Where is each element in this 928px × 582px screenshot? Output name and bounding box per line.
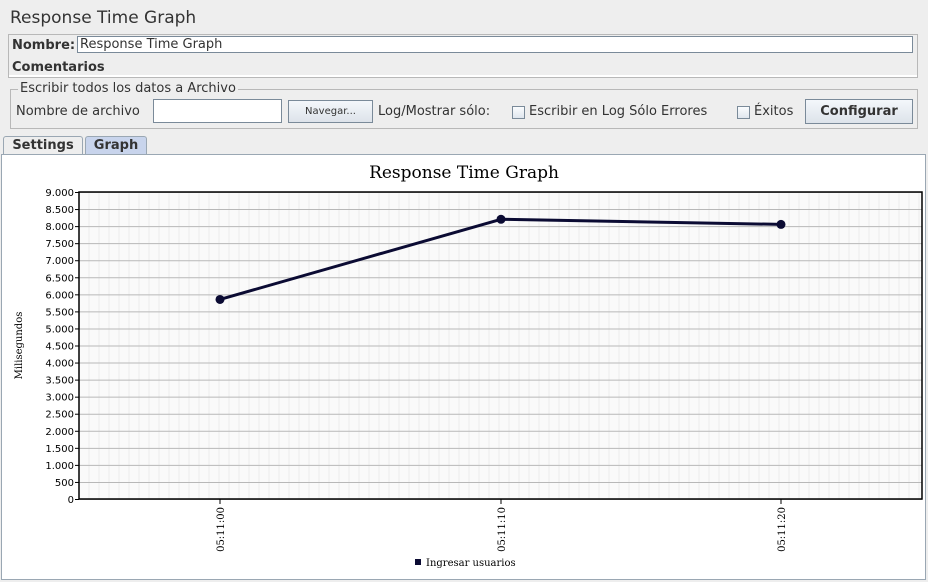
y-tick-label: 3.500 [45, 376, 74, 387]
log-display-only-label: Log/Mostrar sólo: [378, 104, 491, 119]
graph-panel: 0 500 1.000 1.500 2.000 2.500 3.000 3.500 4.000 4… [1, 154, 926, 580]
y-tick-label: 2.500 [45, 410, 74, 421]
write-to-file-legend: Escribir todos los datos a Archivo [18, 81, 238, 96]
tab-graph[interactable]: Graph [85, 136, 147, 155]
data-point [215, 294, 225, 304]
x-tick-label: 05:11:20 [777, 507, 788, 552]
x-tick-label: 05:11:00 [216, 507, 227, 552]
y-tick-label: 3.000 [45, 393, 74, 404]
name-label: Nombre: [12, 38, 76, 53]
successes-label[interactable]: Éxitos [754, 104, 794, 119]
y-tick-label: 500 [55, 478, 74, 489]
y-tick-label: 9.000 [45, 188, 74, 199]
filename-label: Nombre de archivo [16, 104, 140, 119]
y-tick-label: 1.000 [45, 461, 74, 472]
y-tick-label: 6.500 [45, 273, 74, 284]
comments-label: Comentarios [12, 60, 105, 75]
comments-field[interactable] [9, 75, 917, 77]
y-tick-label: 7.500 [45, 239, 74, 250]
write-to-file-panel: Escribir todos los datos a Archivo Nombr… [10, 81, 918, 129]
chart-title: Response Time Graph [369, 163, 559, 183]
successes-checkbox[interactable] [737, 106, 750, 119]
y-axis-label: Milisegundos [14, 312, 25, 380]
y-tick-label: 7.000 [45, 256, 74, 267]
response-time-chart: 0 500 1.000 1.500 2.000 2.500 3.000 3.500 4.000 4… [14, 163, 923, 569]
y-tick-label: 4.500 [45, 342, 74, 353]
y-tick-label: 8.500 [45, 205, 74, 216]
tab-settings[interactable]: Settings [3, 136, 83, 155]
errors-only-checkbox[interactable] [512, 106, 525, 119]
y-tick-label: 0 [68, 495, 74, 506]
legend-marker [415, 559, 421, 565]
browse-button[interactable]: Navegar... [288, 100, 373, 123]
name-field[interactable] [77, 36, 913, 53]
y-tick-label: 5.000 [45, 324, 74, 335]
name-panel: Nombre: Comentarios [8, 34, 918, 78]
configure-button[interactable]: Configurar [805, 99, 913, 124]
errors-only-label[interactable]: Escribir en Log Sólo Errores [529, 104, 708, 119]
data-point [776, 219, 786, 229]
y-tick-label: 2.000 [45, 427, 74, 438]
y-tick-label: 4.000 [45, 359, 74, 370]
x-tick-label: 05:11:10 [497, 507, 508, 552]
page-title: Response Time Graph [10, 8, 197, 28]
y-tick-label: 1.500 [45, 444, 74, 455]
data-point [496, 214, 506, 224]
filename-input[interactable] [153, 99, 282, 123]
y-tick-label: 8.000 [45, 222, 74, 233]
y-tick-label: 6.000 [45, 290, 74, 301]
y-tick-label: 5.500 [45, 307, 74, 318]
legend-label: Ingresar usuarios [426, 558, 516, 569]
